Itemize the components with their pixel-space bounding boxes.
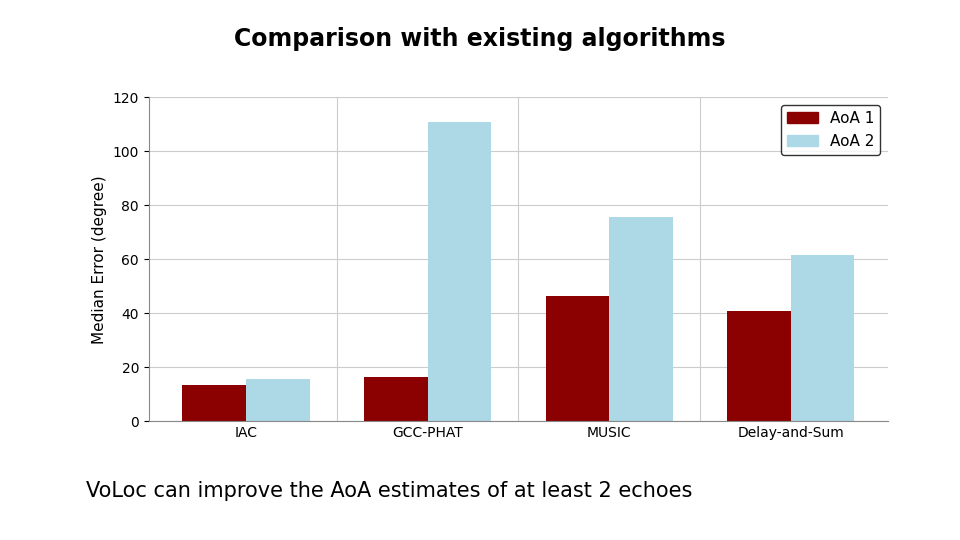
Bar — [728, 310, 791, 421]
Text: Comparison with existing algorithms: Comparison with existing algorithms — [234, 26, 726, 51]
Bar — [545, 296, 610, 421]
Bar — [791, 255, 854, 421]
Bar — [610, 218, 673, 421]
Bar — [364, 377, 427, 421]
Y-axis label: Median Error (degree): Median Error (degree) — [92, 175, 108, 343]
Bar — [182, 384, 246, 421]
Text: VoLoc can improve the AoA estimates of at least 2 echoes: VoLoc can improve the AoA estimates of a… — [86, 481, 693, 502]
Legend: AoA 1, AoA 2: AoA 1, AoA 2 — [781, 105, 880, 154]
Bar — [427, 122, 492, 421]
Bar — [246, 379, 309, 421]
